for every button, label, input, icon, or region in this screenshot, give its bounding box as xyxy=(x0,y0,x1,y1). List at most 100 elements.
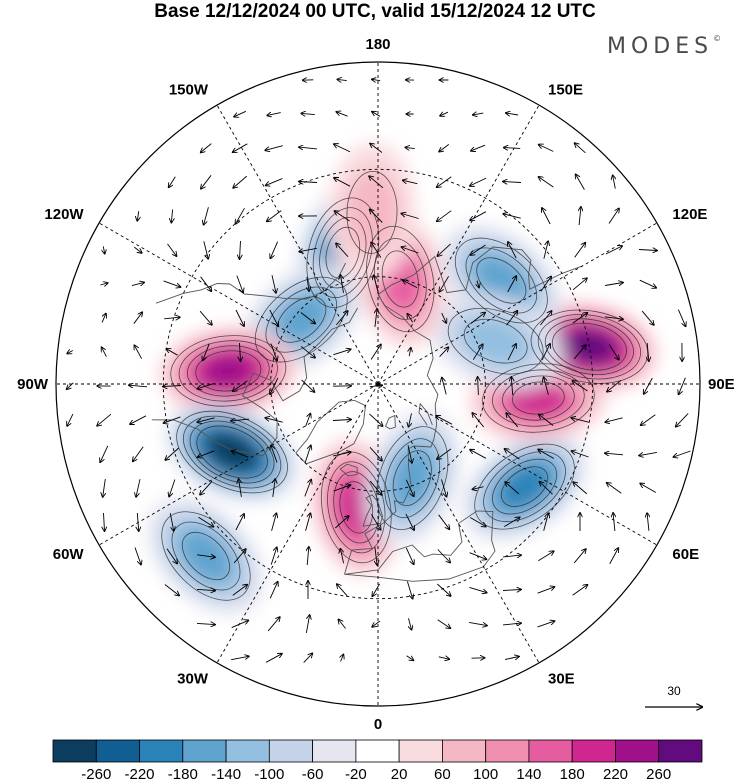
wind-vector xyxy=(608,209,619,224)
wind-vector xyxy=(573,482,588,495)
wind-vector xyxy=(371,514,380,529)
wind-vector xyxy=(537,587,555,594)
anomaly-blob xyxy=(390,448,434,509)
wind-vector xyxy=(472,413,485,428)
wind-vector xyxy=(267,617,280,632)
wind-vector xyxy=(337,79,347,80)
wind-vector xyxy=(605,453,624,455)
colorbar-swatch xyxy=(441,739,487,763)
contour-line xyxy=(325,226,361,279)
coastline xyxy=(155,262,347,304)
vector-reference: 30 xyxy=(645,684,702,707)
wind-vector xyxy=(576,174,585,190)
colorbar-swatch xyxy=(312,739,357,763)
wind-vector xyxy=(137,512,138,531)
wind-vector xyxy=(543,513,549,531)
wind-vector xyxy=(129,385,148,387)
graticule xyxy=(56,62,700,706)
colorbar-swatch xyxy=(139,739,184,763)
meridian-label: 90E xyxy=(708,376,735,393)
wind-vector xyxy=(67,382,74,389)
wind-vector xyxy=(163,280,181,287)
wind-vector xyxy=(334,144,351,153)
wind-vector xyxy=(200,276,212,291)
map-title: Base 12/12/2024 00 UTC, valid 15/12/2024… xyxy=(154,1,596,22)
wind-vector xyxy=(197,417,215,422)
wind-vector xyxy=(511,377,512,396)
wind-vector xyxy=(540,482,553,495)
wind-vector xyxy=(605,283,623,286)
wind-vector xyxy=(300,345,315,357)
colorbar-tick-label: 180 xyxy=(560,766,585,783)
colorbar-swatch xyxy=(268,739,313,763)
contour-line xyxy=(170,335,287,407)
wind-vector xyxy=(503,182,522,183)
wind-vector xyxy=(437,210,452,222)
wind-vector xyxy=(503,214,521,219)
wind-vector xyxy=(270,547,277,565)
anomaly-field xyxy=(147,142,659,615)
wind-vector xyxy=(370,210,383,223)
colorbar-swatch xyxy=(225,739,270,763)
wind-vector xyxy=(369,446,382,460)
wind-vector xyxy=(299,182,318,183)
wind-vector xyxy=(134,246,141,253)
contour-line xyxy=(189,420,275,484)
coastline xyxy=(385,414,396,430)
wind-vector xyxy=(266,178,283,186)
wind-vector xyxy=(203,241,208,258)
wind-vector xyxy=(267,113,281,116)
contour-line xyxy=(454,237,548,324)
wind-vector xyxy=(198,516,214,526)
colorbar-swatch xyxy=(615,739,660,763)
contour-line xyxy=(312,207,373,299)
vector-reference-label: 30 xyxy=(667,684,681,698)
coastline xyxy=(377,246,583,295)
wind-vector xyxy=(473,487,484,490)
colorbar-tick-label: -260 xyxy=(81,766,111,783)
wind-vector xyxy=(641,310,654,325)
anomaly-blob xyxy=(201,353,255,389)
wind-vector xyxy=(469,586,486,592)
wind-vector xyxy=(341,655,344,662)
wind-vector xyxy=(271,446,278,463)
wind-vector xyxy=(504,148,521,149)
wind-vector xyxy=(437,243,451,256)
wind-vector xyxy=(438,514,450,529)
wind-vector xyxy=(539,415,554,426)
wind-vector xyxy=(409,618,412,629)
wind-vector xyxy=(437,176,452,187)
contour-line xyxy=(384,438,441,519)
wind-vector xyxy=(304,480,311,497)
wind-vector xyxy=(370,345,381,360)
wind-vector xyxy=(502,623,521,625)
wind-vector xyxy=(469,621,487,625)
contour-line xyxy=(319,217,367,289)
wind-vector xyxy=(470,211,487,221)
meridian-labels: 180 150E 120E 90E 60E 30E 0 30W 60W 90W 120W 150W xyxy=(17,36,735,733)
wind-vector xyxy=(299,147,318,149)
meridian-label: 0 xyxy=(374,716,382,733)
wind-vector xyxy=(203,343,210,361)
meridian-label: 30E xyxy=(548,670,575,687)
wind-vector xyxy=(579,207,581,226)
wind-vector xyxy=(439,144,450,151)
colorbar-tick-label: 60 xyxy=(434,766,451,783)
wind-vector xyxy=(300,312,315,324)
wind-vector xyxy=(165,447,180,460)
latitude-circle xyxy=(162,168,594,600)
contour-line xyxy=(551,322,627,371)
wind-vector xyxy=(609,548,619,565)
wind-vector xyxy=(305,414,311,427)
contour-line xyxy=(276,296,327,343)
wind-vector xyxy=(406,655,414,661)
latitude-circle xyxy=(270,276,486,492)
meridian-label: 120E xyxy=(672,206,707,223)
colorbar-tick-label: 140 xyxy=(516,766,541,783)
wind-vector xyxy=(472,344,482,360)
contour-line xyxy=(178,340,278,402)
contour-line xyxy=(482,363,595,433)
wind-vectors xyxy=(67,79,691,663)
wind-vector xyxy=(269,309,278,326)
wind-vector xyxy=(571,418,589,423)
